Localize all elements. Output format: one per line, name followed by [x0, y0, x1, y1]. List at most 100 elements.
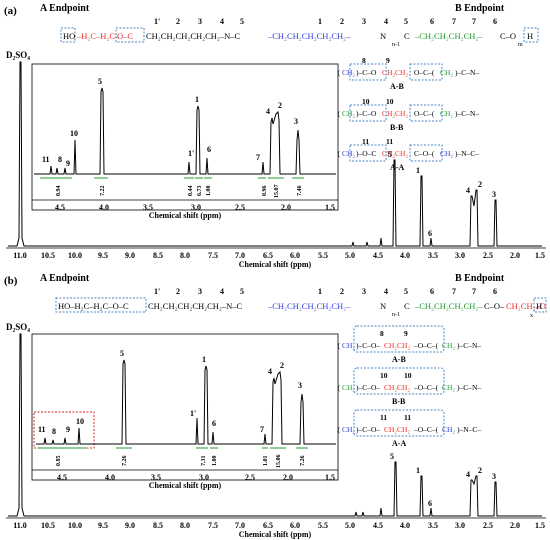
motif-formula: CH₂CH₂: [384, 341, 410, 350]
inset-peak-label: 10: [70, 129, 78, 138]
inset-peak-label: 7: [256, 153, 260, 162]
motif-formula: )–N–C–: [455, 149, 479, 158]
panel-label: (b): [4, 275, 18, 287]
formula-chain-b: –CH₂CH₂CH₂CH₂CH₂–: [267, 301, 351, 311]
subscript-m: m: [518, 42, 523, 48]
formula-chain-a: CH₂CH₂CH₂CH₂CH₂–N–C: [148, 301, 242, 311]
main-tick-label: 7.0: [235, 251, 245, 260]
inset-peak-label: 7: [260, 425, 264, 434]
h-endgroup-box: [523, 27, 539, 43]
solvent-label: D₂SO₄: [6, 322, 30, 332]
motif-formula: )–C–O–: [356, 341, 380, 350]
integral-value: 7.22: [100, 186, 106, 197]
backbone-structure: HO –H₂C–H₂C– O–C CH₂CH₂CH₂CH₂CH₂–N–C –CH…: [60, 27, 539, 48]
motif-num: 10: [362, 97, 370, 106]
main-peak-label: 5: [388, 150, 392, 159]
motif-formula: CH₂: [342, 149, 355, 158]
h-endgroup-box: [533, 297, 547, 313]
main-peak-label: 2: [478, 180, 482, 189]
panel-b: (b) A Endpoint B Endpoint 1' 2 3 4 5 1 2…: [0, 270, 550, 540]
main-peak-label: 4: [466, 470, 470, 479]
formula-start: HO–H₂C–H₂C–O–C: [58, 301, 129, 311]
main-xlabel: Chemical shift (ppm): [239, 530, 312, 539]
integral-value: 0.85: [56, 456, 62, 467]
motif-aa: 11 11 –C–N–( CH₂ )–O–C CH₂CH₂ C–O–( CH₂ …: [315, 137, 479, 172]
motif-label: A-B: [390, 82, 404, 91]
backbone-num: 1: [318, 17, 322, 26]
backbone-num: 2: [340, 17, 344, 26]
backbone-num: 6: [493, 287, 497, 296]
motif-box: [409, 104, 443, 122]
main-peak-label: 1: [416, 466, 420, 475]
motif-formula: CH₂: [342, 68, 355, 77]
integral-value: 1.01: [263, 456, 269, 467]
motif-formula: )–C–O: [356, 109, 377, 118]
inset-xlabel: Chemical shift (ppm): [149, 211, 222, 220]
main-tick-label: 3.5: [428, 251, 438, 260]
inset-integrals: 0.85 7.26 7.31 1.00 1.01 15.06 7.26: [56, 455, 306, 469]
motif-formula: )–C–N–: [457, 341, 481, 350]
main-peak-label: 6: [428, 499, 432, 508]
inset-tick-label: 2.0: [281, 203, 291, 212]
endpoint-a-label: A Endpoint: [40, 3, 90, 14]
formula-c: C: [404, 301, 410, 311]
main-tick-label: 4.0: [400, 251, 410, 260]
motif-num: 11: [386, 137, 393, 146]
formula-co: C–O: [500, 31, 516, 41]
motif-label: A-A: [390, 163, 404, 172]
motif-formula: CH₂: [342, 109, 355, 118]
motif-structures: 8 9 –C–N–( CH₂ )–C–O CH₂CH₂ O–C–( CH₂ )–…: [315, 56, 479, 172]
inset-tick-label: 2.0: [283, 473, 293, 482]
formula-ester: O–C: [117, 31, 133, 41]
main-tick-label: 4.5: [373, 521, 383, 530]
main-tick-label: 7.5: [208, 251, 218, 260]
backbone-num: 2: [176, 17, 180, 26]
integral-value: 1.00: [212, 456, 218, 467]
main-tick-label: 10.5: [41, 251, 55, 260]
panel-a: (a) A Endpoint B Endpoint 1' 2 3 4 5 1 2…: [4, 3, 546, 269]
formula-c: C: [404, 31, 410, 41]
main-tick-label: 8.5: [153, 251, 163, 260]
main-tick-label: 2.5: [483, 251, 493, 260]
main-tick-label: 3.0: [455, 251, 465, 260]
backbone-num: 2: [340, 287, 344, 296]
main-tick-label: 5.0: [345, 521, 355, 530]
formula-n: N: [380, 301, 386, 311]
motif-formula: CH₂CH₂: [382, 149, 408, 158]
main-tick-label: 9.5: [98, 251, 108, 260]
inset-peak-label: 6: [207, 145, 211, 154]
inset-integrals: 0.94 7.22 0.44 6.73 1.00 0.96 15.07 7.46: [56, 185, 303, 199]
integral-value: 7.26: [122, 456, 128, 467]
inset-peak-label: 8: [52, 427, 56, 436]
motif-structures: 8 9 –N–C–( CH₂ )–C–O– CH₂CH₂ –O–C–( CH₂ …: [315, 325, 481, 448]
backbone-num: 3: [362, 17, 366, 26]
motif-formula: CH₂CH₂: [382, 68, 408, 77]
panel-label: (a): [4, 5, 17, 17]
integral-value: 6.73: [197, 186, 203, 197]
inset-peak-labels: 11 8 9 10 5 1' 1 6 7 4 2 3: [42, 77, 298, 168]
backbone-num: 1': [154, 287, 160, 296]
inset-spectrum-trace: [34, 87, 336, 175]
backbone-num: 3: [198, 287, 202, 296]
backbone-num: 3: [362, 287, 366, 296]
inset-tick-label: 3.5: [151, 473, 161, 482]
hydroxyl-endgroup-box: [60, 27, 76, 43]
main-tick-label: 8.0: [180, 251, 190, 260]
backbone-num: 6: [430, 287, 434, 296]
integral-value: 15.07: [274, 185, 280, 199]
ester-link-box: [115, 27, 145, 43]
main-peak-label: 1: [416, 166, 420, 175]
motif-num: 8: [380, 329, 384, 338]
integral-value: 0.96: [262, 186, 268, 197]
integral-value: 7.46: [297, 186, 303, 197]
backbone-num: 7: [452, 287, 456, 296]
backbone-num: 7: [452, 17, 456, 26]
motif-formula: CH₂CH₂: [384, 383, 410, 392]
backbone-num: 7: [472, 287, 476, 296]
backbone-num: 5: [240, 287, 244, 296]
motif-formula: CH₂: [440, 149, 453, 158]
motif-box: [409, 144, 443, 162]
main-tick-label: 6.5: [263, 521, 273, 530]
main-tick-label: 4.0: [400, 521, 410, 530]
